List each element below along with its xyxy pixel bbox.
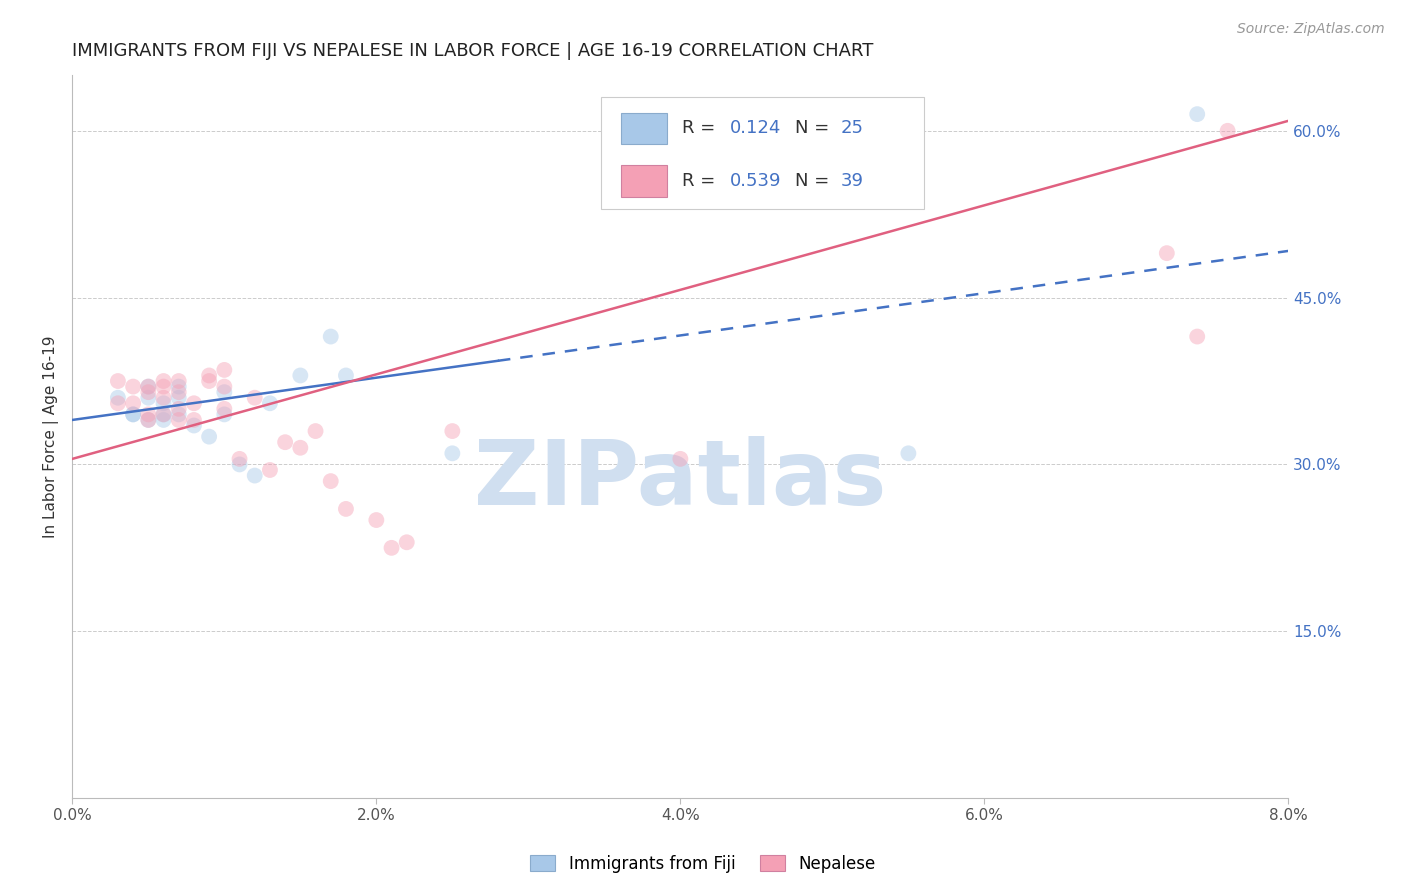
Point — [167, 379, 190, 393]
Point — [1156, 246, 1178, 260]
Point — [136, 379, 159, 393]
Point — [122, 396, 145, 410]
Point — [259, 463, 281, 477]
Point — [122, 379, 145, 393]
Point — [107, 391, 129, 405]
Point — [259, 396, 281, 410]
Point — [152, 374, 174, 388]
Point — [167, 413, 190, 427]
Text: ZIPatlas: ZIPatlas — [474, 436, 887, 524]
Point — [228, 451, 250, 466]
Text: R =: R = — [682, 172, 721, 190]
Point — [319, 329, 342, 343]
Point — [441, 424, 464, 438]
Point — [1187, 329, 1209, 343]
Point — [122, 408, 145, 422]
Point — [198, 374, 221, 388]
FancyBboxPatch shape — [621, 112, 666, 144]
Point — [274, 435, 297, 450]
Point — [214, 401, 236, 416]
Point — [136, 385, 159, 400]
Point — [198, 368, 221, 383]
Point — [669, 451, 692, 466]
FancyBboxPatch shape — [621, 165, 666, 196]
Point — [441, 446, 464, 460]
Point — [198, 429, 221, 443]
Point — [152, 413, 174, 427]
Text: IMMIGRANTS FROM FIJI VS NEPALESE IN LABOR FORCE | AGE 16-19 CORRELATION CHART: IMMIGRANTS FROM FIJI VS NEPALESE IN LABO… — [72, 42, 873, 60]
Point — [335, 368, 357, 383]
Legend: Immigrants from Fiji, Nepalese: Immigrants from Fiji, Nepalese — [523, 848, 883, 880]
Point — [228, 458, 250, 472]
Point — [290, 368, 312, 383]
Text: 0.124: 0.124 — [730, 120, 782, 137]
Point — [243, 468, 266, 483]
Point — [136, 413, 159, 427]
Point — [183, 413, 205, 427]
Point — [304, 424, 326, 438]
Point — [243, 391, 266, 405]
Point — [214, 385, 236, 400]
FancyBboxPatch shape — [602, 97, 924, 209]
Point — [136, 413, 159, 427]
Point — [152, 391, 174, 405]
Y-axis label: In Labor Force | Age 16-19: In Labor Force | Age 16-19 — [44, 335, 59, 538]
Point — [183, 418, 205, 433]
Point — [152, 408, 174, 422]
Point — [167, 374, 190, 388]
Point — [380, 541, 402, 555]
Point — [107, 396, 129, 410]
Point — [335, 502, 357, 516]
Point — [214, 363, 236, 377]
Text: 0.539: 0.539 — [730, 172, 782, 190]
Text: 39: 39 — [841, 172, 863, 190]
Point — [167, 408, 190, 422]
Point — [290, 441, 312, 455]
Point — [152, 408, 174, 422]
Point — [136, 379, 159, 393]
Point — [167, 391, 190, 405]
Point — [214, 408, 236, 422]
Point — [214, 379, 236, 393]
Text: 25: 25 — [841, 120, 863, 137]
Point — [136, 408, 159, 422]
Point — [122, 408, 145, 422]
Point — [167, 401, 190, 416]
Text: Source: ZipAtlas.com: Source: ZipAtlas.com — [1237, 22, 1385, 37]
Point — [395, 535, 418, 549]
Point — [1187, 107, 1209, 121]
Point — [183, 396, 205, 410]
Point — [319, 474, 342, 488]
Point — [1216, 124, 1239, 138]
Point — [152, 379, 174, 393]
Text: R =: R = — [682, 120, 721, 137]
Point — [366, 513, 388, 527]
Point — [136, 391, 159, 405]
Text: N =: N = — [794, 172, 835, 190]
Text: N =: N = — [794, 120, 835, 137]
Point — [107, 374, 129, 388]
Point — [152, 396, 174, 410]
Point — [897, 446, 920, 460]
Point — [167, 385, 190, 400]
